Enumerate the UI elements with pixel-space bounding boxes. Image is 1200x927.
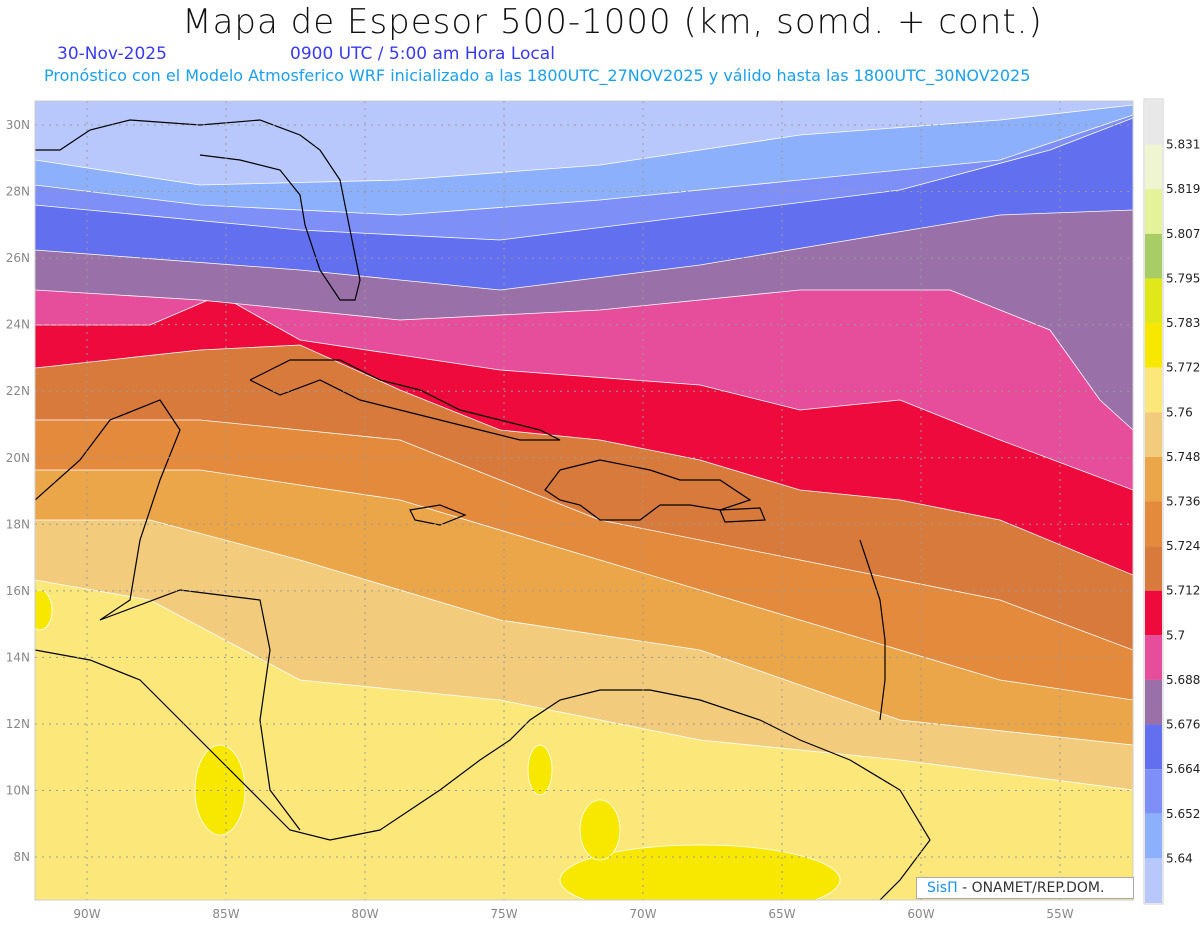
lon-tick-label: 75W — [490, 907, 517, 921]
colorbar-label: 5.724 — [1166, 539, 1200, 553]
map-title: Mapa de Espesor 500-1000 (km, somd. + co… — [182, 2, 1043, 42]
colorbar-swatch — [1145, 367, 1162, 413]
map-frame — [34, 100, 1134, 901]
lat-tick-label: 28N — [6, 185, 30, 199]
colorbar-label: 5.736 — [1166, 495, 1200, 509]
colorbar-label: 5.64 — [1166, 851, 1193, 865]
colorbar-label: 5.664 — [1166, 762, 1200, 776]
lon-tick-label: 60W — [907, 907, 934, 921]
colorbar-label: 5.688 — [1166, 673, 1200, 687]
lon-tick-label: 85W — [212, 907, 239, 921]
forecast-date: 30-Nov-2025 — [57, 44, 167, 64]
colorbar-label: 5.795 — [1166, 271, 1200, 285]
colorbar-label: 5.783 — [1166, 316, 1200, 330]
thickness-cell — [527, 744, 553, 796]
colorbar-swatch — [1145, 412, 1162, 457]
colorbar: 5.831 5.819 5.807 5.795 5.783 5.772 5.76 5.748 5… — [1143, 98, 1200, 905]
colorbar-swatch — [1145, 233, 1162, 279]
lat-tick-label: 30N — [6, 118, 30, 132]
lat-tick-label: 16N — [6, 584, 30, 598]
colorbar-swatch — [1145, 323, 1162, 368]
lon-tick-label: 55W — [1046, 907, 1073, 921]
coast-florida — [35, 119, 361, 301]
coast-central-america — [35, 649, 931, 900]
colorbar-label: 5.831 — [1166, 138, 1200, 152]
colorbar-swatch — [1145, 546, 1162, 591]
colorbar-label: 5.772 — [1166, 361, 1200, 375]
lon-tick-label: 70W — [629, 907, 656, 921]
colorbar-swatch — [1145, 769, 1162, 814]
colorbar-swatch — [1145, 189, 1162, 234]
credit-brand: SisΠ — [927, 880, 958, 896]
colorbar-label: 5.7 — [1166, 628, 1185, 642]
colorbar-swatch — [1145, 679, 1162, 725]
lon-tick-label: 80W — [351, 907, 378, 921]
credit-text: - ONAMET/REP.DOM. — [962, 880, 1105, 896]
coast-puerto-rico — [719, 507, 766, 523]
colorbar-label: 5.712 — [1166, 584, 1200, 598]
lon-tick-label: 65W — [768, 907, 795, 921]
thickness-band — [35, 101, 1133, 186]
coast-cuba — [249, 359, 561, 441]
colorbar-label: 5.76 — [1166, 405, 1193, 419]
colorbar-swatch — [1145, 590, 1162, 636]
colorbar-swatch — [1145, 144, 1162, 190]
map-axes: 30N 28N 26N 24N 22N 20N 18N 16N 14N 12N 10N 8N 90W 85… — [6, 118, 1074, 921]
colorbar-swatch — [1145, 278, 1162, 324]
colorbar-label: 5.819 — [1166, 182, 1200, 196]
colorbar-frame — [1143, 98, 1164, 905]
thickness-cell — [559, 844, 841, 900]
lat-tick-label: 20N — [6, 451, 30, 465]
colorbar-swatch — [1145, 100, 1162, 145]
colorbar-swatch — [1145, 635, 1162, 680]
lat-tick-label: 14N — [6, 650, 30, 664]
lat-tick-label: 12N — [6, 717, 30, 731]
credit-box: SisΠ - ONAMET/REP.DOM. — [916, 877, 1134, 899]
colorbar-label: 5.807 — [1166, 227, 1200, 241]
coast-lesser-antilles — [859, 539, 886, 721]
lat-tick-label: 26N — [6, 251, 30, 265]
forecast-time: 0900 UTC / 5:00 am Hora Local — [290, 44, 555, 64]
lat-tick-label: 10N — [6, 784, 30, 798]
coast-jamaica — [409, 504, 467, 526]
colorbar-label: 5.676 — [1166, 718, 1200, 732]
colorbar-label: 5.652 — [1166, 807, 1200, 821]
thickness-bands — [35, 101, 1133, 900]
colorbar-swatch — [1145, 858, 1162, 903]
thickness-cell — [579, 799, 621, 861]
lat-tick-label: 22N — [6, 384, 30, 398]
coast-hispaniola — [544, 459, 752, 521]
colorbar-swatch — [1145, 501, 1162, 547]
graticule — [35, 101, 1133, 900]
colorbar-label: 5.748 — [1166, 450, 1200, 464]
lon-tick-label: 90W — [73, 907, 100, 921]
lat-tick-label: 8N — [13, 850, 30, 864]
coast-central-america-east — [99, 589, 301, 831]
lat-tick-label: 18N — [6, 517, 30, 531]
lat-tick-label: 24N — [6, 318, 30, 332]
coast-yucatan — [35, 399, 181, 621]
forecast-subtitle: Pronóstico con el Modelo Atmosferico WRF… — [44, 66, 1031, 85]
coastlines — [35, 119, 931, 900]
colorbar-swatch — [1145, 724, 1162, 770]
thickness-cell — [35, 589, 53, 631]
colorbar-swatch — [1145, 813, 1162, 859]
colorbar-swatch — [1145, 456, 1162, 502]
thickness-cell — [194, 744, 246, 836]
